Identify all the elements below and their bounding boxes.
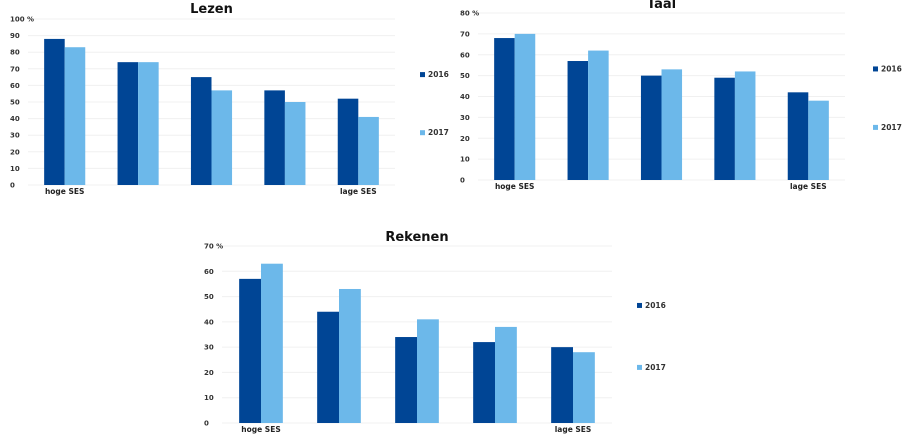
bar-2017 — [211, 90, 233, 185]
bar-2017 — [261, 263, 283, 423]
y-tick-label: 60 — [460, 51, 470, 59]
legend-swatch-2017 — [420, 130, 425, 136]
chart-title: Lezen — [190, 2, 233, 17]
y-tick-label: 60 — [10, 82, 20, 90]
y-tick-label: 50 — [460, 72, 470, 80]
y-tick-label: 10 — [204, 394, 214, 402]
chart-rekenen: Rekenen 0 10 20 30 40 50 60 70 % hoge SES lage SES… — [204, 230, 666, 434]
bar-2017 — [661, 69, 683, 180]
y-tick-label: 30 — [10, 132, 20, 140]
bar-2016 — [787, 92, 809, 180]
bar-2017 — [64, 47, 86, 185]
legend-label-2017: 2017 — [645, 363, 666, 372]
bar-2017 — [514, 33, 536, 180]
bar-2017 — [588, 50, 609, 181]
bar-2016 — [395, 337, 417, 423]
legend-label-2017: 2017 — [881, 123, 902, 132]
y-tick-label: 50 — [10, 99, 20, 107]
bar-2016 — [551, 347, 573, 423]
y-tick-label: 30 — [204, 344, 214, 352]
y-tick-label: 70 % — [204, 243, 223, 251]
y-tick-label: 10 — [10, 165, 20, 173]
bar-2017 — [573, 352, 595, 423]
y-tick-label: 10 — [460, 156, 470, 164]
bar-2016 — [494, 38, 515, 180]
bar-2017 — [808, 100, 829, 180]
bar-2016 — [714, 77, 735, 180]
bar-2016 — [317, 311, 339, 423]
bar-2016 — [640, 75, 662, 180]
bar-2016 — [239, 278, 261, 423]
y-tick-label: 100 % — [10, 16, 34, 24]
chart-lezen: Lezen 0 10 20 30 40 50 60 70 80 90 100 % hoge SES lag… — [10, 2, 449, 196]
legend-swatch-2016 — [420, 72, 425, 78]
x-tick-label: hoge SES — [241, 425, 281, 434]
bar-2017 — [284, 102, 306, 185]
x-tick-label: hoge SES — [495, 182, 535, 191]
y-tick-label: 80 % — [460, 10, 479, 18]
bar-2016 — [264, 90, 285, 185]
y-tick-label: 20 — [460, 135, 470, 143]
legend-swatch-2017 — [873, 124, 878, 130]
bar-2016 — [337, 98, 359, 185]
legend-label-2016: 2016 — [428, 70, 449, 79]
bar-2016 — [567, 61, 589, 181]
y-tick-label: 50 — [204, 293, 214, 301]
x-tick-label: lage SES — [555, 425, 592, 434]
y-tick-label: 20 — [10, 148, 20, 156]
chart-title: Taal — [647, 0, 676, 12]
legend-swatch-2016 — [637, 302, 642, 308]
y-tick-label: 0 — [460, 177, 465, 185]
bar-2017 — [734, 71, 756, 180]
y-tick-label: 0 — [204, 420, 209, 428]
bar-2017 — [417, 319, 439, 423]
y-tick-label: 80 — [10, 49, 20, 57]
bar-2016 — [44, 38, 65, 185]
bar-2016 — [473, 342, 495, 423]
bar-2016 — [190, 77, 212, 185]
y-tick-label: 40 — [460, 93, 470, 101]
bar-2017 — [358, 116, 379, 185]
legend-label-2016: 2016 — [881, 64, 902, 73]
y-tick-label: 20 — [204, 369, 214, 377]
y-tick-label: 70 — [460, 30, 470, 38]
y-tick-label: 30 — [460, 114, 470, 122]
y-tick-label: 40 — [10, 115, 20, 123]
y-tick-label: 70 — [10, 65, 20, 73]
y-tick-label: 0 — [10, 182, 15, 190]
y-tick-label: 90 — [10, 32, 20, 40]
chart-taal: Taal 0 10 20 30 40 50 60 70 80 % hoge SES lage SES 2… — [460, 0, 902, 191]
y-tick-label: 60 — [204, 268, 214, 276]
x-tick-label: lage SES — [790, 182, 827, 191]
x-tick-label: lage SES — [340, 187, 377, 196]
chart-title: Rekenen — [385, 230, 448, 245]
bar-2017 — [339, 288, 361, 423]
legend-swatch-2017 — [637, 364, 642, 370]
bar-2016 — [117, 62, 139, 185]
y-tick-label: 40 — [204, 318, 214, 326]
x-tick-label: hoge SES — [45, 187, 85, 196]
legend-swatch-2016 — [873, 66, 878, 72]
bar-2017 — [138, 62, 159, 185]
bar-2017 — [495, 326, 517, 423]
legend-label-2017: 2017 — [428, 128, 449, 137]
legend-label-2016: 2016 — [645, 301, 666, 310]
